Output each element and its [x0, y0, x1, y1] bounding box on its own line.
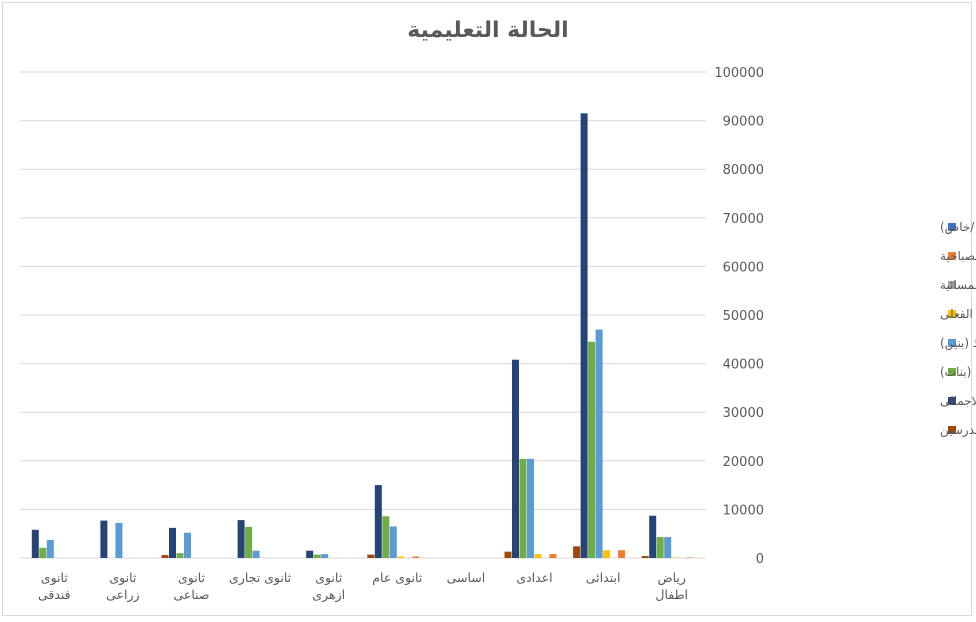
bar	[176, 553, 184, 558]
bar	[588, 341, 596, 558]
bar	[161, 555, 169, 558]
x-tick-label: ثانوى تجارى	[229, 570, 292, 586]
bar	[321, 554, 329, 558]
y-tick-label: 40000	[723, 358, 764, 373]
bar	[115, 523, 123, 558]
legend-swatch	[948, 426, 956, 434]
bar	[169, 527, 176, 558]
x-tick-label: ثانوى ازهرى	[312, 570, 345, 603]
legend-swatch	[948, 223, 956, 231]
legend: النوع (حكومى/ تجريبى /خاص) عدد الفصول بال…	[940, 220, 976, 438]
bar	[512, 359, 519, 558]
axes: 0 10000 20000 30000 40000 50000 60000 70000 8000…	[38, 66, 764, 603]
bar	[252, 550, 260, 558]
legend-label: عدد التلاميذ (بنات)	[940, 365, 976, 379]
bar	[184, 532, 191, 558]
legend-swatch	[948, 339, 956, 347]
bar	[39, 547, 47, 558]
y-tick-label: 50000	[723, 309, 764, 324]
bar	[664, 537, 672, 558]
y-tick-label: 80000	[723, 163, 764, 178]
bar	[245, 526, 253, 558]
bar	[367, 554, 375, 558]
gridlines	[20, 71, 706, 559]
bar	[397, 556, 405, 558]
x-tick-label: ثانوى فندقى	[38, 570, 71, 602]
bar	[382, 516, 390, 558]
bar	[306, 550, 314, 558]
bar	[656, 537, 664, 558]
x-tick-label: ثانوى زراعى	[106, 570, 139, 603]
bar	[649, 515, 657, 558]
y-tick-label: 70000	[723, 212, 764, 227]
bar	[519, 458, 527, 558]
y-tick-label: 30000	[723, 406, 764, 421]
x-tick-label: اعدادى	[516, 570, 552, 585]
x-tick-label: ثانوى صناعى	[173, 570, 209, 602]
bar	[534, 554, 542, 558]
bar	[641, 556, 649, 558]
y-tick-label: 90000	[723, 115, 764, 130]
legend-label: عدد الفصول الفعلى	[940, 307, 976, 322]
legend-swatch	[948, 310, 956, 318]
legend-swatch	[948, 397, 956, 405]
bar	[31, 529, 39, 558]
bar	[573, 546, 581, 558]
legend-label: عدد المدرسين	[940, 423, 976, 438]
bar	[412, 556, 420, 558]
y-tick-label: 60000	[723, 260, 764, 275]
legend-swatch	[948, 252, 956, 260]
legend-label: عدد الفصول بالفترة الصباحية	[940, 249, 976, 264]
legend-swatch	[948, 281, 956, 289]
x-tick-label: اساسى	[447, 570, 486, 585]
bar	[389, 526, 397, 558]
y-tick-label: 0	[756, 552, 764, 567]
bar	[374, 485, 382, 558]
bar	[46, 540, 54, 558]
legend-label: عدد الفصول بالفترة المسائية	[940, 278, 976, 293]
y-tick-label: 20000	[723, 455, 764, 470]
legend-swatch	[948, 368, 956, 376]
bar	[603, 550, 611, 558]
bar	[313, 554, 321, 558]
bar	[618, 550, 626, 558]
bar	[237, 520, 245, 558]
chart-title: الحالة التعليمية	[407, 18, 569, 43]
bar	[504, 551, 512, 558]
bar	[595, 329, 603, 558]
bar	[527, 458, 534, 558]
bar	[549, 554, 557, 558]
legend-label: عدد التلاميذ (بنين)	[940, 336, 976, 351]
x-tick-label: ثانوى عام	[372, 570, 423, 586]
bar	[580, 113, 588, 558]
legend-label: النوع (حكومى/ تجريبى /خاص)	[940, 220, 976, 235]
bar	[100, 520, 108, 558]
y-tick-label: 100000	[714, 66, 764, 81]
legend-label: الاجمالى	[940, 394, 976, 408]
x-tick-label: رياض اطفال	[655, 570, 688, 602]
y-tick-label: 10000	[723, 503, 764, 518]
x-tick-label: ابتدائى	[586, 570, 621, 585]
bars	[31, 113, 694, 558]
